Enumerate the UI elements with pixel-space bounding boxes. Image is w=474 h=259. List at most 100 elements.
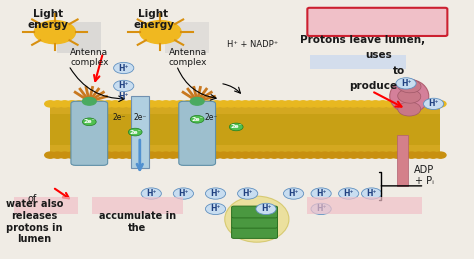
- Circle shape: [262, 152, 273, 158]
- Circle shape: [160, 152, 172, 158]
- Circle shape: [218, 152, 229, 158]
- Circle shape: [182, 152, 193, 158]
- Circle shape: [95, 101, 106, 107]
- Circle shape: [82, 97, 96, 105]
- Circle shape: [392, 101, 402, 107]
- Bar: [310, 55, 406, 69]
- Circle shape: [204, 101, 215, 107]
- Circle shape: [276, 101, 287, 107]
- Circle shape: [128, 128, 142, 136]
- Text: H⁺: H⁺: [118, 63, 129, 73]
- Circle shape: [211, 152, 222, 158]
- Text: H⁺: H⁺: [288, 189, 299, 198]
- Circle shape: [356, 152, 366, 158]
- Circle shape: [197, 152, 208, 158]
- Circle shape: [110, 101, 121, 107]
- Circle shape: [139, 152, 150, 158]
- Circle shape: [205, 203, 226, 214]
- Circle shape: [226, 101, 237, 107]
- FancyBboxPatch shape: [232, 216, 277, 228]
- Circle shape: [139, 101, 150, 107]
- Circle shape: [160, 101, 172, 107]
- Circle shape: [52, 152, 63, 158]
- Circle shape: [240, 101, 251, 107]
- Circle shape: [88, 152, 99, 158]
- Circle shape: [283, 188, 304, 199]
- Circle shape: [114, 80, 134, 92]
- Circle shape: [334, 152, 345, 158]
- Circle shape: [363, 152, 374, 158]
- Circle shape: [211, 101, 222, 107]
- Circle shape: [204, 152, 215, 158]
- Text: H⁺: H⁺: [261, 204, 271, 213]
- Ellipse shape: [225, 196, 289, 242]
- Circle shape: [399, 152, 410, 158]
- Circle shape: [95, 152, 106, 158]
- FancyBboxPatch shape: [232, 206, 277, 218]
- Text: accumulate in
the: accumulate in the: [99, 211, 176, 233]
- Circle shape: [384, 101, 395, 107]
- Circle shape: [114, 62, 134, 74]
- Text: 2e⁻: 2e⁻: [133, 113, 146, 123]
- Circle shape: [399, 101, 410, 107]
- Circle shape: [102, 101, 114, 107]
- Circle shape: [363, 101, 374, 107]
- Circle shape: [197, 101, 208, 107]
- Circle shape: [82, 118, 96, 126]
- Circle shape: [233, 101, 244, 107]
- Circle shape: [413, 152, 424, 158]
- Text: uses: uses: [365, 50, 392, 60]
- Circle shape: [269, 152, 280, 158]
- Circle shape: [102, 152, 114, 158]
- Circle shape: [327, 152, 337, 158]
- Text: H⁺: H⁺: [428, 99, 439, 108]
- Circle shape: [73, 101, 85, 107]
- Circle shape: [311, 188, 331, 199]
- Text: Light
energy: Light energy: [27, 9, 68, 30]
- Circle shape: [131, 152, 143, 158]
- Circle shape: [117, 152, 128, 158]
- Text: H⁺: H⁺: [210, 204, 221, 213]
- Circle shape: [66, 152, 77, 158]
- Text: H⁺: H⁺: [118, 81, 129, 90]
- Circle shape: [311, 203, 331, 214]
- Circle shape: [175, 101, 186, 107]
- Circle shape: [420, 101, 431, 107]
- Text: ADP
+ Pᵢ: ADP + Pᵢ: [414, 165, 435, 186]
- Circle shape: [229, 123, 243, 131]
- Text: to: to: [393, 66, 405, 76]
- Text: H⁺ + NADP⁺: H⁺ + NADP⁺: [227, 40, 278, 49]
- Circle shape: [348, 101, 359, 107]
- Circle shape: [131, 101, 143, 107]
- Circle shape: [377, 152, 388, 158]
- Text: H⁺: H⁺: [344, 189, 354, 198]
- Text: 2e⁻: 2e⁻: [83, 119, 95, 124]
- Circle shape: [153, 101, 164, 107]
- Ellipse shape: [398, 89, 421, 103]
- Ellipse shape: [390, 80, 429, 113]
- Text: of: of: [27, 194, 36, 204]
- Circle shape: [255, 101, 265, 107]
- Circle shape: [327, 101, 337, 107]
- Circle shape: [370, 152, 381, 158]
- Circle shape: [334, 101, 345, 107]
- Circle shape: [146, 152, 157, 158]
- Bar: [397, 135, 408, 186]
- Circle shape: [435, 101, 446, 107]
- Circle shape: [283, 152, 294, 158]
- Text: H⁺: H⁺: [401, 79, 411, 88]
- Circle shape: [153, 152, 164, 158]
- FancyBboxPatch shape: [232, 227, 277, 238]
- Circle shape: [110, 152, 121, 158]
- Text: H⁺: H⁺: [316, 204, 327, 213]
- Circle shape: [226, 152, 237, 158]
- Text: Light
energy: Light energy: [133, 9, 174, 30]
- Circle shape: [45, 101, 56, 107]
- Text: H⁺: H⁺: [118, 92, 129, 101]
- Circle shape: [420, 152, 431, 158]
- FancyBboxPatch shape: [71, 101, 108, 165]
- Circle shape: [370, 101, 381, 107]
- FancyBboxPatch shape: [307, 8, 447, 36]
- Circle shape: [168, 101, 179, 107]
- Text: 2e⁻: 2e⁻: [204, 113, 218, 123]
